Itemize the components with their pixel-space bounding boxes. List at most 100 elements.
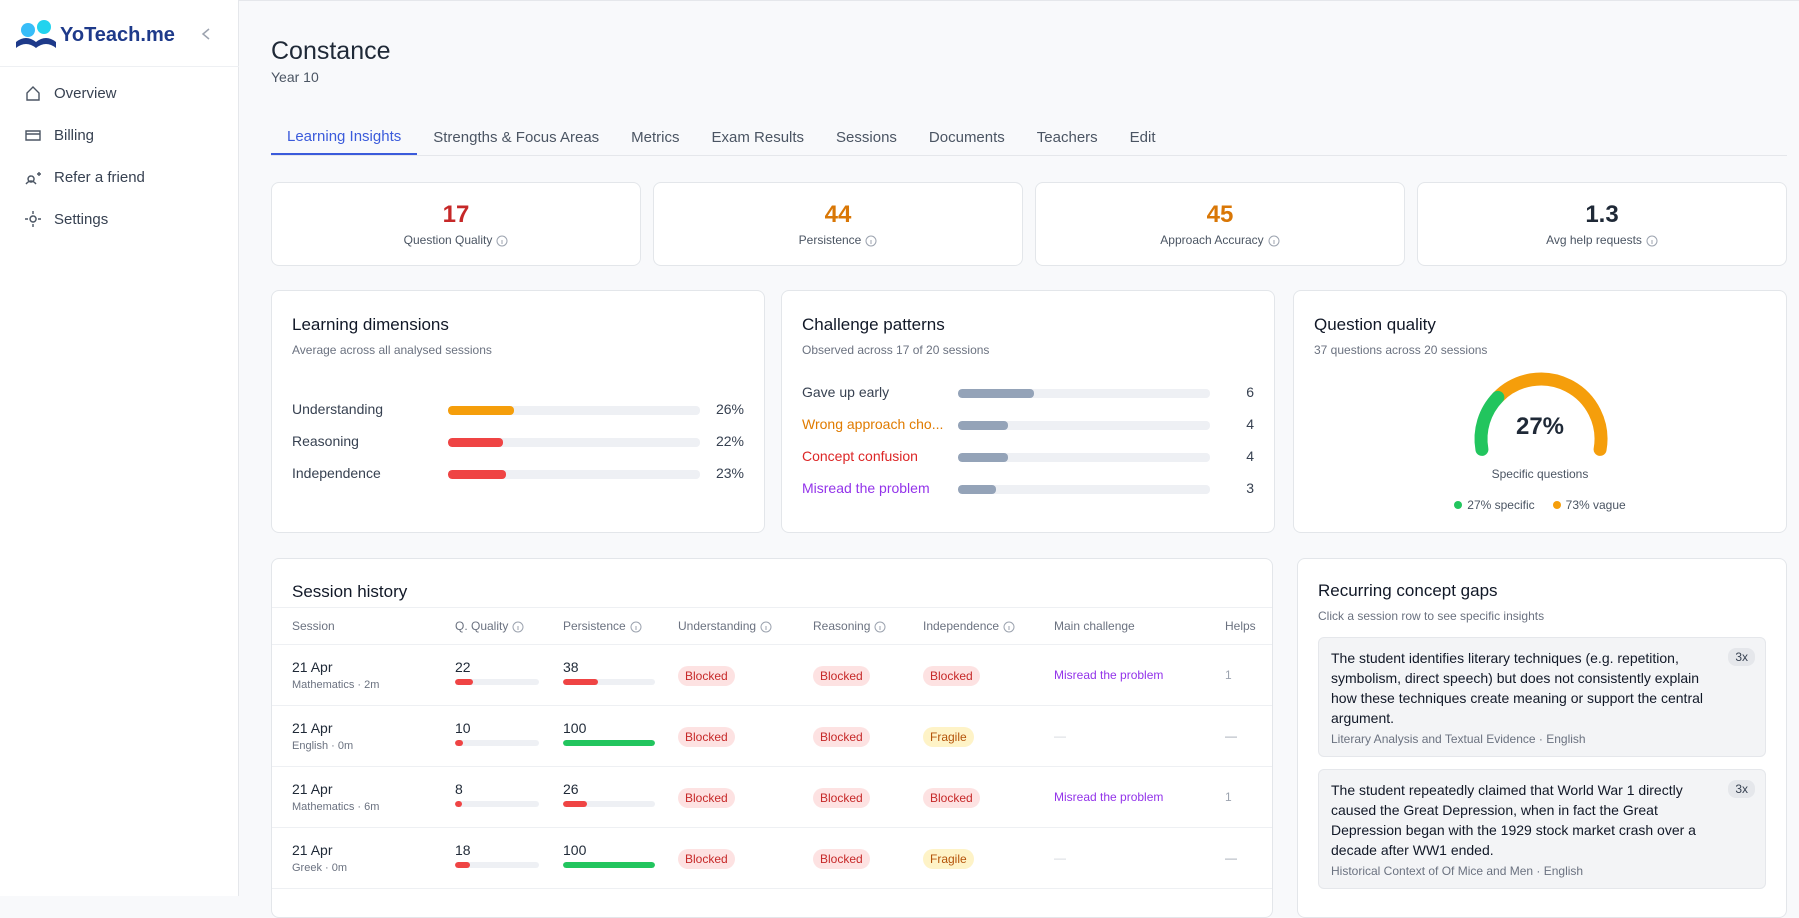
row-label: Misread the problem [802,480,930,496]
bar [448,438,504,447]
column-label: Main challenge [1054,619,1135,633]
nav-label: Settings [54,210,109,228]
tab[interactable]: Sessions [836,128,897,146]
nav-item[interactable]: Billing [24,126,94,144]
nav-item[interactable]: Overview [24,84,117,102]
legend-label: 73% vague [1565,498,1626,512]
gap-item[interactable]: The student identifies literary techniqu… [1318,637,1766,757]
legend-label: 27% specific [1467,498,1535,512]
kpi-label: Avg help requests [1546,233,1642,247]
mini-track [563,679,655,685]
gap-item[interactable]: The student repeatedly claimed that Worl… [1318,769,1766,889]
icon-part [1646,235,1658,247]
icon-part [865,235,877,247]
session-date: 21 Apr [292,842,333,858]
mini-track [563,862,655,868]
tab[interactable]: Learning Insights [271,119,418,155]
session-row[interactable] [272,645,1272,706]
bar-track [958,485,1210,494]
tab[interactable]: Teachers [1036,128,1098,146]
tab[interactable]: Exam Results [711,128,805,146]
session-meta: Mathematics · 2m [292,679,380,691]
kpi-label-row: Approach Accuracy [1036,233,1404,247]
gauge-value [1474,390,1505,456]
column-header: Independence [923,619,1015,633]
helps: 1 [1225,668,1232,682]
kpi-card: 44 Persistence [653,182,1023,266]
helps: 1 [1225,790,1232,804]
mini-track [563,801,655,807]
gauge-label: 27% [1515,413,1565,440]
tab[interactable]: Documents [928,128,1005,146]
gap-meta: Historical Context of Of Mice and Men · … [1331,864,1584,878]
tab[interactable]: Metrics [631,128,680,146]
nav-item[interactable]: Refer a friend [24,168,145,186]
status-pill: Blocked [678,788,735,808]
info-icon [1646,235,1658,247]
gap-count: 3x [1728,648,1755,666]
info-icon [760,621,772,633]
metric-value: 100 [563,720,587,736]
nav-label: Overview [54,84,117,102]
session-row[interactable] [272,706,1272,767]
value-label: 4 [1246,448,1254,464]
status-pill: Fragile [923,727,974,747]
main-challenge: — [1054,729,1066,743]
mini-track [563,740,655,746]
card-subtitle: 37 questions across 20 sessions [1314,343,1488,357]
session-row[interactable] [272,828,1272,889]
divider [0,66,239,67]
kpi-value: 45 [1206,201,1234,228]
kpi-label-row: Question Quality [272,233,640,247]
bar-track [958,453,1210,462]
row-label: Wrong approach cho... [802,416,944,432]
session-date: 21 Apr [292,659,333,675]
icon-part [512,621,524,633]
icon-part [25,172,41,185]
mini-bar [563,862,655,868]
column-header: Main challenge [1054,619,1135,633]
sidebar: YoTeach.me Overview Billing Refer a friend… [0,0,239,896]
gap-meta: Literary Analysis and Textual Evidence ·… [1331,732,1586,746]
status-pill: Fragile [923,849,974,869]
bar [448,406,514,415]
column-label: Helps [1225,619,1256,633]
kpi-label: Approach Accuracy [1160,233,1264,247]
nav-item[interactable]: Settings [24,210,108,228]
column-header: Q. Quality [455,619,524,633]
tab[interactable]: Edit [1129,128,1156,146]
learning-dimensions: Learning dimensions Average across all an… [271,290,765,533]
gap-count: 3x [1728,780,1755,798]
divider [272,607,1272,608]
kpi-label: Persistence [798,233,862,247]
session-row[interactable] [272,767,1272,828]
card-title: Question quality [1314,315,1436,334]
icon-part [1268,235,1280,247]
session-date: 21 Apr [292,720,333,736]
info-icon [1268,235,1280,247]
tab[interactable]: Strengths & Focus Areas [433,128,600,146]
session-meta: Mathematics · 6m [292,801,380,813]
info-icon [874,621,886,633]
metric-value: 10 [455,720,471,736]
gauge-rest [1491,372,1608,456]
question-quality: Question quality 37 questions across 20 s… [1293,290,1787,533]
mini-track [455,679,539,685]
value-label: 3 [1246,480,1254,496]
row-label: Independence [292,465,381,481]
info-icon [865,235,877,247]
mini-bar [563,801,587,807]
gap-list: The student identifies literary techniqu… [1318,637,1766,889]
column-label: Persistence [563,619,626,633]
student-name: Constance [271,37,391,65]
kpi-value: 1.3 [1585,201,1619,228]
mini-bar [455,862,471,868]
column-label: Q. Quality [455,619,509,633]
session-history: Session history Session Q. Quality Persiste… [271,558,1273,918]
metric-value: 38 [563,659,579,675]
session-meta: Greek · 0m [292,862,348,874]
card-title: Recurring concept gaps [1318,581,1498,600]
collapse-button[interactable] [200,27,212,41]
nav-icon [26,86,40,101]
session-meta: English · 0m [292,740,354,752]
